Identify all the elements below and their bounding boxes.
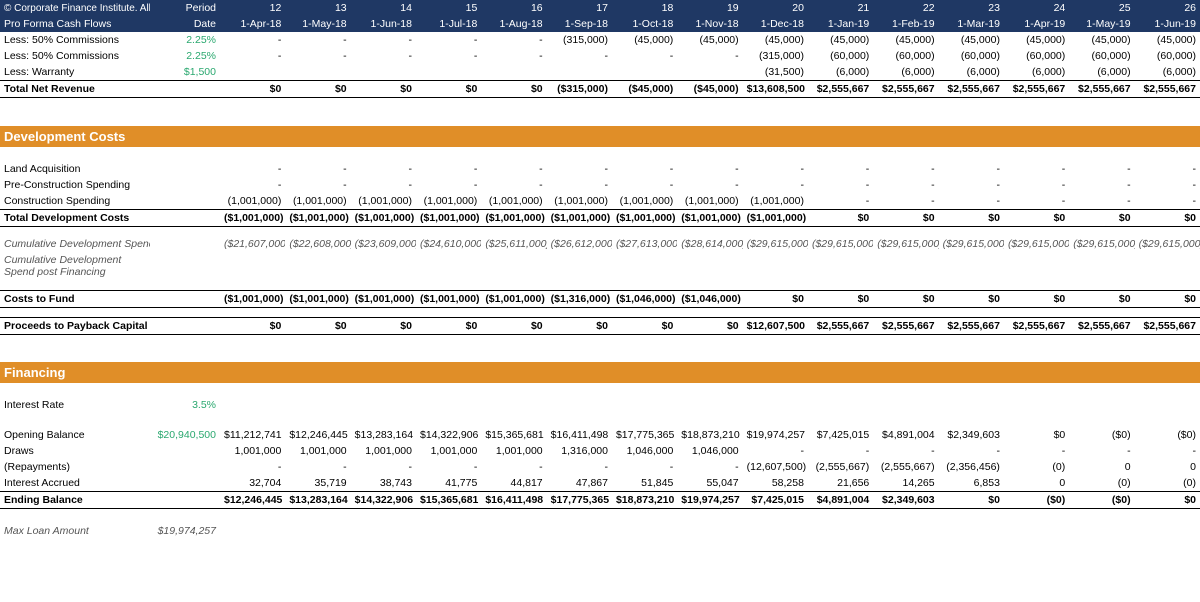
row-total-dev: Total Development Costs($1,001,000)($1,0… xyxy=(0,209,1200,226)
date-label: Date xyxy=(150,16,220,32)
row-costs-to-fund: Costs to Fund($1,001,000)($1,001,000)($1… xyxy=(0,290,1200,307)
row-land: Land Acquisition--------------- xyxy=(0,161,1200,177)
header-row-2: Pro Forma Cash Flows Date 1-Apr-181-May-… xyxy=(0,16,1200,32)
row-opening-balance: Opening Balance$20,940,500$11,212,741$12… xyxy=(0,427,1200,443)
row-total-net-rev: Total Net Revenue$0$0$0$0$0($315,000)($4… xyxy=(0,81,1200,98)
period-label: Period xyxy=(150,0,220,16)
row-proceeds-payback: Proceeds to Payback Capital$0$0$0$0$0$0$… xyxy=(0,317,1200,334)
row-ending-balance: Ending Balance$12,246,445$13,283,164$14,… xyxy=(0,492,1200,509)
row-cum-dev-spend: Cumulative Development Spend($21,607,000… xyxy=(0,236,1200,252)
row-max-loan: Max Loan Amount$19,974,257 xyxy=(0,523,1200,539)
row-cum-dev-spend-pf: Cumulative Development Spend post Financ… xyxy=(0,252,1200,280)
proforma-label: Pro Forma Cash Flows xyxy=(0,16,150,32)
copyright: © Corporate Finance Institute. All right… xyxy=(0,0,150,16)
row-interest-accrued: Interest Accrued32,70435,71938,74341,775… xyxy=(0,475,1200,492)
row-precon: Pre-Construction Spending--------------- xyxy=(0,177,1200,193)
row-repayments: (Repayments)--------(12,607,500)(2,555,6… xyxy=(0,459,1200,475)
row-interest-rate: Interest Rate3.5% xyxy=(0,397,1200,413)
row-comm1: Less: 50% Commissions2.25%-----(315,000)… xyxy=(0,32,1200,48)
proforma-table: © Corporate Finance Institute. All right… xyxy=(0,0,1200,539)
row-comm2: Less: 50% Commissions2.25%--------(315,0… xyxy=(0,48,1200,64)
dev-costs-section: Development Costs xyxy=(0,126,1200,147)
row-draws: Draws1,001,0001,001,0001,001,0001,001,00… xyxy=(0,443,1200,459)
row-warranty: Less: Warranty$1,500(31,500)(6,000)(6,00… xyxy=(0,64,1200,81)
header-row-1: © Corporate Finance Institute. All right… xyxy=(0,0,1200,16)
row-con: Construction Spending(1,001,000)(1,001,0… xyxy=(0,193,1200,210)
financing-section: Financing xyxy=(0,362,1200,383)
